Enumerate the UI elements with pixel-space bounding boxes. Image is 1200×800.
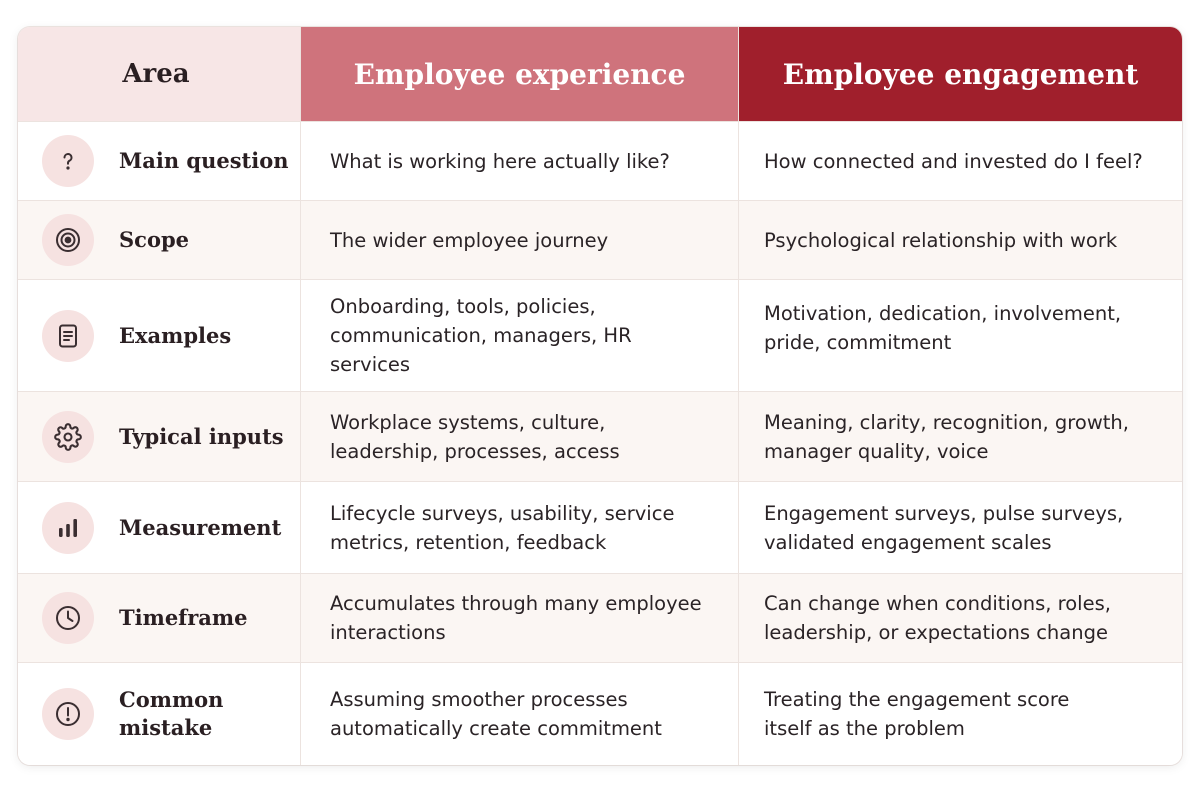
cell-text: Treating the engagement score itself as … xyxy=(764,688,1070,740)
engagement-main-question: How connected and invested do I feel? xyxy=(739,122,1182,201)
comparison-table: Area Employee experience Employee engage… xyxy=(18,27,1182,765)
row-label-common-mistake: Common mistake xyxy=(18,663,301,765)
cell-text: Lifecycle surveys, usability, service me… xyxy=(330,501,675,554)
cell-text: Motivation, dedication, involvement, pri… xyxy=(764,302,1122,354)
cell-text: What is working here actually like? xyxy=(330,149,670,173)
experience-common-mistake: Assuming smoother processes automaticall… xyxy=(301,663,739,765)
row-label-scope: Scope xyxy=(18,201,301,280)
experience-scope: The wider employee journey xyxy=(301,201,739,280)
header-area: Area xyxy=(18,27,301,122)
row-label-text: Examples xyxy=(119,322,232,348)
row-label-measurement: Measurement xyxy=(18,482,301,574)
cell-text: The wider employee journey xyxy=(330,228,609,252)
bar-chart-icon xyxy=(42,501,94,554)
row-label-timeframe: Timeframe xyxy=(18,574,301,663)
engagement-timeframe: Can change when conditions, roles, leade… xyxy=(739,574,1182,663)
cell-text: Meaning, clarity, recognition, growth, m… xyxy=(764,410,1129,463)
row-label-text: Common mistake xyxy=(119,687,224,740)
cell-text: Workplace systems, culture, leadership, … xyxy=(330,410,620,463)
row-label-text: Scope xyxy=(119,227,190,252)
row-label-text: Timeframe xyxy=(119,605,248,630)
header-employee-engagement: Employee engagement xyxy=(739,27,1182,122)
document-icon xyxy=(42,309,94,362)
row-label-text: Typical inputs xyxy=(119,423,284,449)
cell-text: Assuming smoother processes automaticall… xyxy=(330,688,662,740)
experience-measurement: Lifecycle surveys, usability, service me… xyxy=(301,482,739,574)
experience-typical-inputs: Workplace systems, culture, leadership, … xyxy=(301,392,739,482)
cell-text: Engagement surveys, pulse surveys, valid… xyxy=(764,501,1124,554)
question-icon xyxy=(42,135,94,187)
engagement-examples: Motivation, dedication, involvement, pri… xyxy=(739,280,1182,392)
experience-examples: Onboarding, tools, policies, communicati… xyxy=(301,280,739,392)
alert-icon xyxy=(42,688,94,740)
row-label-main-question: Main question xyxy=(18,122,301,201)
cell-text: Psychological relationship with work xyxy=(764,228,1118,252)
engagement-scope: Psychological relationship with work xyxy=(739,201,1182,280)
header-employee-experience: Employee experience xyxy=(301,27,739,122)
engagement-measurement: Engagement surveys, pulse surveys, valid… xyxy=(739,482,1182,574)
cell-text: Can change when conditions, roles, leade… xyxy=(764,592,1111,644)
comparison-grid: Area Employee experience Employee engage… xyxy=(18,27,1182,765)
row-label-text: Main question xyxy=(119,148,289,173)
row-label-examples: Examples xyxy=(18,280,301,392)
row-label-typical-inputs: Typical inputs xyxy=(18,392,301,482)
cell-text: How connected and invested do I feel? xyxy=(764,149,1143,173)
gear-icon xyxy=(42,410,94,463)
engagement-common-mistake: Treating the engagement score itself as … xyxy=(739,663,1182,765)
clock-icon xyxy=(42,592,94,644)
target-icon xyxy=(42,214,94,266)
experience-timeframe: Accumulates through many employee intera… xyxy=(301,574,739,663)
cell-text: Accumulates through many employee intera… xyxy=(330,592,702,644)
row-label-text: Measurement xyxy=(119,514,282,540)
experience-main-question: What is working here actually like? xyxy=(301,122,739,201)
engagement-typical-inputs: Meaning, clarity, recognition, growth, m… xyxy=(739,392,1182,482)
cell-text: Onboarding, tools, policies, communicati… xyxy=(330,295,632,376)
